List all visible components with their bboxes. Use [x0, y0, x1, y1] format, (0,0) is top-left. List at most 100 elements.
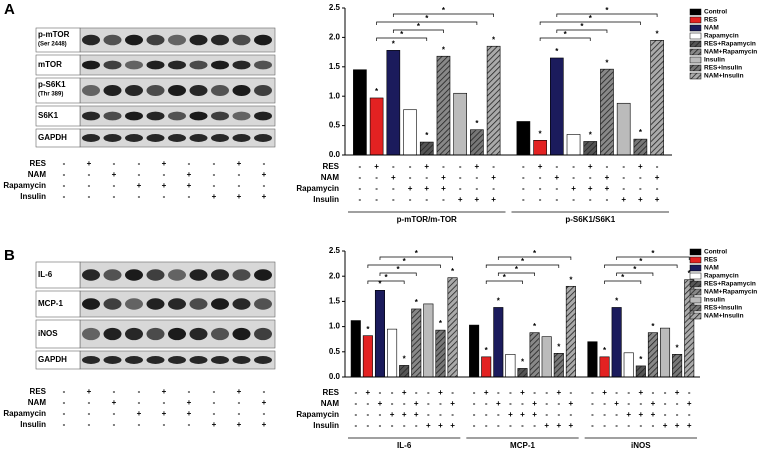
- blot-band: [103, 34, 122, 46]
- bar: [647, 332, 658, 378]
- treatment-sign: -: [603, 410, 606, 419]
- treatment-sign: -: [591, 421, 594, 430]
- treatment-sign: +: [554, 173, 559, 182]
- blot-band: [211, 111, 229, 121]
- bar: [435, 329, 446, 378]
- blot-band: [254, 60, 272, 70]
- treatment-sign: -: [213, 159, 216, 168]
- significance-bracket: [376, 21, 478, 25]
- treatment-sign: -: [391, 421, 394, 430]
- treatment-sign: -: [263, 159, 266, 168]
- panel-label: A: [4, 1, 15, 18]
- treatment-sign: +: [663, 421, 668, 430]
- significance-bracket: [485, 264, 560, 268]
- bar: [529, 332, 540, 378]
- treatment-sign: -: [163, 420, 166, 429]
- blot-band: [211, 134, 229, 142]
- blot-band: [168, 34, 186, 46]
- significance-star: *: [605, 58, 609, 67]
- blot-band: [125, 269, 143, 281]
- treatment-sign: +: [137, 181, 142, 190]
- bar: [350, 320, 361, 378]
- treatment-sign: -: [213, 387, 216, 396]
- blot-band: [103, 327, 122, 341]
- treatment-sign: -: [664, 388, 667, 397]
- treatment-sign: +: [588, 184, 593, 193]
- treatment-sign: +: [441, 173, 446, 182]
- treatment-sign: -: [688, 410, 691, 419]
- legend-swatch: [689, 8, 702, 16]
- significance-star: *: [451, 267, 455, 276]
- significance-star: *: [569, 275, 573, 284]
- treatment-sign: +: [391, 173, 396, 182]
- significance-bracket: [376, 37, 428, 41]
- legend-swatch: [689, 304, 702, 312]
- treatment-sign: +: [426, 421, 431, 430]
- significance-star: *: [515, 265, 519, 274]
- treatment-sign: +: [212, 192, 217, 201]
- treatment-sign: -: [555, 162, 558, 171]
- treatment-sign: -: [497, 410, 500, 419]
- treatment-sign: -: [88, 181, 91, 190]
- treatment-sign: -: [688, 388, 691, 397]
- treatment-sign: +: [87, 159, 92, 168]
- bar: [453, 92, 467, 156]
- legend-label: RES+Rapamycin: [704, 281, 756, 288]
- bar: [672, 354, 683, 378]
- treatment-sign: -: [188, 159, 191, 168]
- treatment-sign: -: [375, 173, 378, 182]
- significance-bracket: [392, 13, 494, 17]
- treatment-sign: -: [533, 388, 536, 397]
- treatment-sign: +: [378, 399, 383, 408]
- blot-band: [82, 111, 100, 121]
- treatment-sign: -: [354, 410, 357, 419]
- treatment-sign: -: [188, 192, 191, 201]
- blot-band: [146, 34, 165, 46]
- legend-label: RES: [704, 257, 718, 264]
- significance-star: *: [378, 279, 382, 288]
- treatment-sign: +: [556, 421, 561, 430]
- blot-band: [103, 134, 122, 142]
- treatment-sign: -: [425, 195, 428, 204]
- treatment-sign: -: [439, 410, 442, 419]
- blot-band: [103, 298, 122, 310]
- legend-swatch: [689, 248, 702, 256]
- treatment-name: Insulin: [313, 195, 339, 204]
- treatment-sign: +: [491, 173, 496, 182]
- treatment-sign: -: [545, 410, 548, 419]
- treatment-sign: -: [163, 398, 166, 407]
- blot-band: [146, 298, 165, 310]
- treatment-sign: +: [538, 162, 543, 171]
- treatment-sign: -: [63, 170, 66, 179]
- treatment-sign: +: [438, 421, 443, 430]
- significance-star: *: [603, 346, 607, 355]
- bar: [387, 328, 398, 378]
- treatment-sign: +: [687, 399, 692, 408]
- treatment-name: NAM: [28, 398, 47, 407]
- blot-band: [211, 269, 229, 281]
- bar: [566, 134, 581, 156]
- significance-star: *: [639, 257, 643, 266]
- significance-star: *: [539, 129, 543, 138]
- significance-star: *: [651, 249, 655, 258]
- bar: [447, 277, 458, 378]
- significance-star: *: [425, 14, 429, 23]
- treatment-sign: -: [473, 410, 476, 419]
- treatment-sign: -: [379, 410, 382, 419]
- significance-star: *: [521, 358, 525, 367]
- blot-band: [211, 298, 229, 310]
- treatment-sign: -: [676, 399, 679, 408]
- treatment-sign: +: [621, 195, 626, 204]
- treatment-sign: +: [638, 388, 643, 397]
- blot-band: [254, 134, 272, 142]
- legend-swatch: [689, 272, 702, 280]
- blot-band: [125, 111, 143, 121]
- treatment-sign: -: [522, 195, 525, 204]
- treatment-sign: -: [88, 398, 91, 407]
- significance-bracket: [616, 256, 690, 260]
- y-tick-label: 0.0: [329, 372, 341, 381]
- treatment-sign: -: [359, 173, 362, 182]
- treatment-sign: -: [473, 388, 476, 397]
- treatment-sign: -: [263, 181, 266, 190]
- significance-star: *: [403, 355, 407, 364]
